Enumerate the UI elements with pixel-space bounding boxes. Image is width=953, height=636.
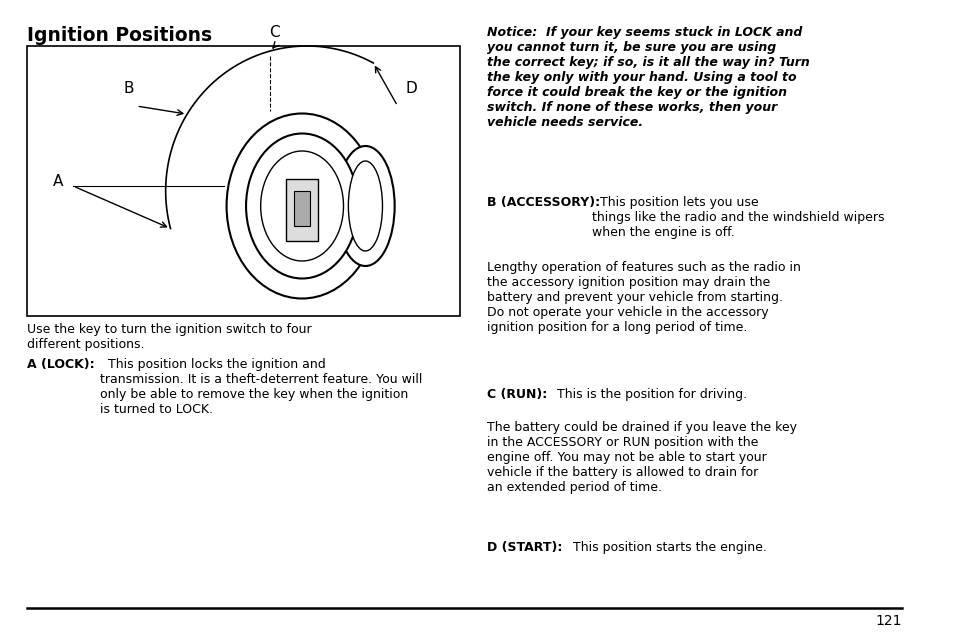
Ellipse shape: [246, 134, 357, 279]
Text: A: A: [53, 174, 63, 188]
Text: D: D: [405, 81, 416, 96]
Text: Lengthy operation of features such as the radio in
the accessory ignition positi: Lengthy operation of features such as th…: [487, 261, 801, 334]
Text: Ignition Positions: Ignition Positions: [28, 26, 213, 45]
Text: D (START):: D (START):: [487, 541, 562, 554]
Bar: [286, 179, 317, 241]
Text: This position lets you use
things like the radio and the windshield wipers
when : This position lets you use things like t…: [592, 196, 884, 239]
Ellipse shape: [260, 151, 343, 261]
Text: C (RUN):: C (RUN):: [487, 388, 547, 401]
Ellipse shape: [226, 113, 377, 298]
Bar: [294, 191, 310, 226]
Ellipse shape: [348, 161, 382, 251]
Text: This position locks the ignition and
transmission. It is a theft-deterrent featu: This position locks the ignition and tra…: [100, 358, 422, 416]
Text: B (ACCESSORY):: B (ACCESSORY):: [487, 196, 599, 209]
Text: This position starts the engine.: This position starts the engine.: [564, 541, 766, 554]
Text: B: B: [123, 81, 133, 96]
Text: This is the position for driving.: This is the position for driving.: [548, 388, 746, 401]
Ellipse shape: [335, 146, 395, 266]
Text: A (LOCK):: A (LOCK):: [28, 358, 94, 371]
Bar: [28, 46, 459, 316]
Text: C: C: [269, 25, 280, 40]
Text: Use the key to turn the ignition switch to four
different positions.: Use the key to turn the ignition switch …: [28, 323, 312, 351]
Text: Notice:  If your key seems stuck in LOCK and
you cannot turn it, be sure you are: Notice: If your key seems stuck in LOCK …: [487, 26, 809, 129]
Text: The battery could be drained if you leave the key
in the ACCESSORY or RUN positi: The battery could be drained if you leav…: [487, 421, 797, 494]
Text: 121: 121: [875, 614, 902, 628]
